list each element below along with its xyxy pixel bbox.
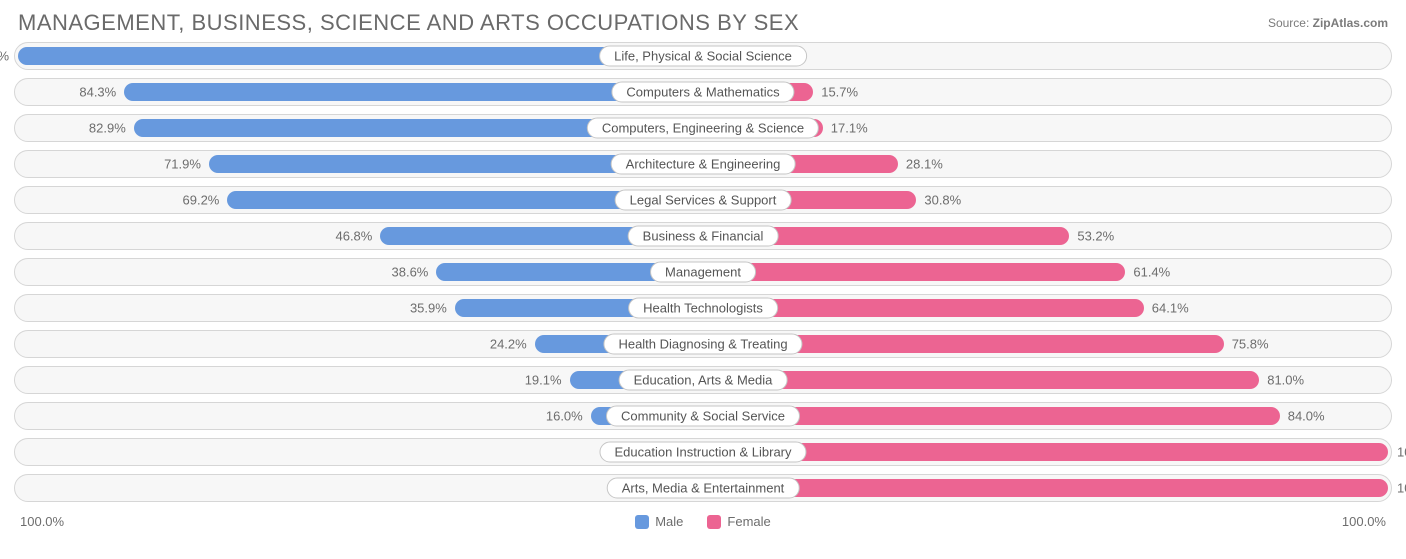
chart-row: Architecture & Engineering 71.9% 28.1%	[14, 150, 1392, 178]
category-label: Life, Physical & Social Science	[599, 46, 807, 67]
female-pct-label: 17.1%	[831, 121, 868, 136]
female-pct-label: 100.0%	[1397, 445, 1406, 460]
female-half	[703, 259, 1391, 285]
male-pct-label: 35.9%	[410, 301, 447, 316]
female-pct-label: 15.7%	[821, 85, 858, 100]
female-half	[703, 223, 1391, 249]
legend-swatch-male	[635, 515, 649, 529]
female-pct-label: 53.2%	[1077, 229, 1114, 244]
chart-row: Computers, Engineering & Science 82.9% 17.…	[14, 114, 1392, 142]
female-bar	[706, 479, 1388, 497]
male-pct-label: 19.1%	[525, 373, 562, 388]
chart-title: MANAGEMENT, BUSINESS, SCIENCE AND ARTS O…	[18, 10, 799, 36]
chart-row: Health Technologists 35.9% 64.1%	[14, 294, 1392, 322]
female-pct-label: 100.0%	[1397, 481, 1406, 496]
chart-row: Health Diagnosing & Treating 24.2% 75.8%	[14, 330, 1392, 358]
source-attribution: Source: ZipAtlas.com	[1268, 16, 1388, 30]
female-half	[703, 331, 1391, 357]
male-half	[15, 295, 703, 321]
legend-item-female: Female	[707, 514, 770, 529]
category-label: Architecture & Engineering	[611, 154, 796, 175]
male-pct-label: 71.9%	[164, 157, 201, 172]
diverging-bar-chart: Life, Physical & Social Science100.0%0.0…	[14, 42, 1392, 510]
legend-label-male: Male	[655, 514, 683, 529]
category-label: Management	[650, 262, 756, 283]
category-label: Health Diagnosing & Treating	[603, 334, 802, 355]
source-prefix: Source:	[1268, 16, 1313, 30]
chart-row: Legal Services & Support 69.2% 30.8%	[14, 186, 1392, 214]
legend: Male Female	[635, 514, 771, 529]
legend-swatch-female	[707, 515, 721, 529]
category-label: Legal Services & Support	[615, 190, 792, 211]
chart-row: Education Instruction & Library0.0%100.0…	[14, 438, 1392, 466]
category-label: Education Instruction & Library	[599, 442, 806, 463]
female-pct-label: 30.8%	[924, 193, 961, 208]
male-bar	[18, 47, 700, 65]
female-pct-label: 61.4%	[1133, 265, 1170, 280]
category-label: Community & Social Service	[606, 406, 800, 427]
category-label: Business & Financial	[628, 226, 779, 247]
chart-row: Management 38.6% 61.4%	[14, 258, 1392, 286]
male-half	[15, 79, 703, 105]
male-pct-label: 84.3%	[79, 85, 116, 100]
female-bar	[706, 263, 1125, 281]
chart-row: Computers & Mathematics 84.3% 15.7%	[14, 78, 1392, 106]
header: MANAGEMENT, BUSINESS, SCIENCE AND ARTS O…	[14, 10, 1392, 42]
female-half	[703, 151, 1391, 177]
category-label: Health Technologists	[628, 298, 778, 319]
male-pct-label: 82.9%	[89, 121, 126, 136]
chart-footer: 100.0% Male Female 100.0%	[14, 510, 1392, 529]
category-label: Arts, Media & Entertainment	[607, 478, 800, 499]
female-pct-label: 81.0%	[1267, 373, 1304, 388]
chart-row: Life, Physical & Social Science100.0%0.0…	[14, 42, 1392, 70]
male-half	[15, 367, 703, 393]
female-pct-label: 75.8%	[1232, 337, 1269, 352]
male-half	[15, 187, 703, 213]
category-label: Computers, Engineering & Science	[587, 118, 819, 139]
category-label: Education, Arts & Media	[619, 370, 788, 391]
female-half	[703, 295, 1391, 321]
female-half	[703, 187, 1391, 213]
female-bar	[706, 371, 1259, 389]
legend-label-female: Female	[727, 514, 770, 529]
female-half	[703, 475, 1391, 501]
male-half	[15, 475, 703, 501]
chart-row: Business & Financial 46.8% 53.2%	[14, 222, 1392, 250]
female-pct-label: 84.0%	[1288, 409, 1325, 424]
axis-left-label: 100.0%	[20, 514, 64, 529]
female-pct-label: 64.1%	[1152, 301, 1189, 316]
axis-right-label: 100.0%	[1342, 514, 1386, 529]
source-name: ZipAtlas.com	[1313, 16, 1388, 30]
category-label: Computers & Mathematics	[611, 82, 794, 103]
chart-row: Education, Arts & Media 19.1% 81.0%	[14, 366, 1392, 394]
female-pct-label: 28.1%	[906, 157, 943, 172]
male-half	[15, 259, 703, 285]
male-pct-label: 24.2%	[490, 337, 527, 352]
female-half	[703, 79, 1391, 105]
male-pct-label: 100.0%	[0, 49, 9, 64]
legend-item-male: Male	[635, 514, 683, 529]
male-pct-label: 16.0%	[546, 409, 583, 424]
male-half	[15, 331, 703, 357]
male-pct-label: 38.6%	[392, 265, 429, 280]
male-half	[15, 151, 703, 177]
chart-row: Community & Social Service 16.0% 84.0%	[14, 402, 1392, 430]
male-pct-label: 69.2%	[183, 193, 220, 208]
female-bar	[706, 443, 1388, 461]
chart-row: Arts, Media & Entertainment0.0%100.0%	[14, 474, 1392, 502]
male-half	[15, 403, 703, 429]
male-pct-label: 46.8%	[335, 229, 372, 244]
